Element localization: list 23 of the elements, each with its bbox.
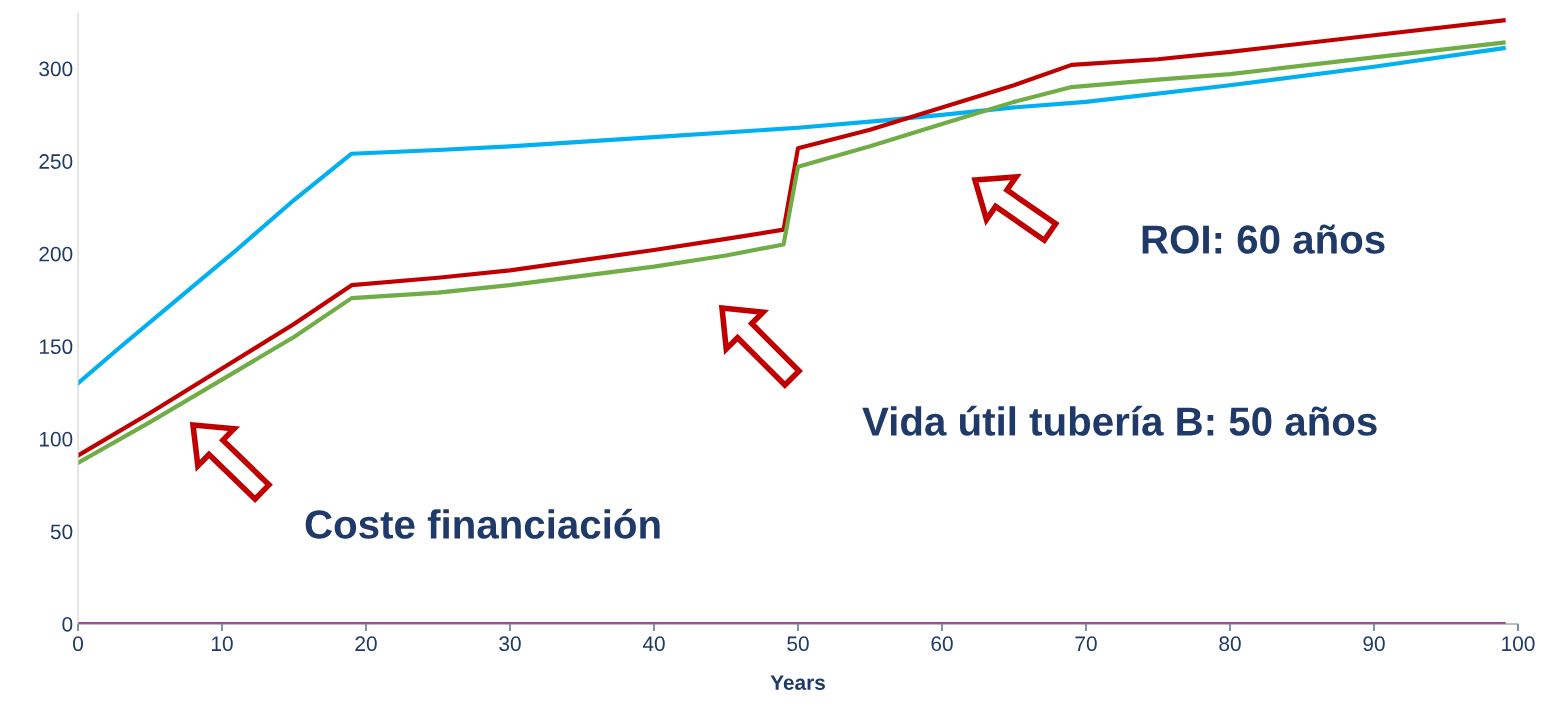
y-tick-label: 200 bbox=[39, 246, 73, 262]
annotation: Vida útil tubería B: 50 años bbox=[862, 405, 1377, 436]
x-tick-label: 20 bbox=[355, 636, 377, 652]
y-tick-label: 0 bbox=[62, 617, 73, 632]
x-tick-label: 0 bbox=[73, 636, 83, 652]
y-tick-label: 100 bbox=[39, 431, 73, 447]
x-tick-label: 90 bbox=[1363, 636, 1385, 652]
x-tick-label: 30 bbox=[499, 636, 521, 652]
x-tick-label: 10 bbox=[212, 636, 233, 652]
y-tick-label: 150 bbox=[39, 339, 73, 355]
x-tick-label: 70 bbox=[1075, 636, 1097, 652]
x-tick-label: 80 bbox=[1219, 636, 1241, 652]
y-tick-label: 50 bbox=[50, 524, 73, 540]
x-tick-label: 50 bbox=[787, 636, 809, 652]
y-tick-label: 250 bbox=[39, 154, 73, 169]
line-series bbox=[78, 46, 1506, 386]
annotation: ROI: 60 años bbox=[1142, 224, 1385, 254]
annotation: Coste financiación bbox=[305, 508, 660, 539]
x-tick-label: 100 bbox=[1502, 636, 1535, 652]
x-axis-title: Years bbox=[770, 675, 825, 690]
y-tick-label: 300 bbox=[39, 61, 73, 77]
x-tick-label: 60 bbox=[931, 636, 953, 652]
x-tick-label: 40 bbox=[642, 636, 665, 652]
